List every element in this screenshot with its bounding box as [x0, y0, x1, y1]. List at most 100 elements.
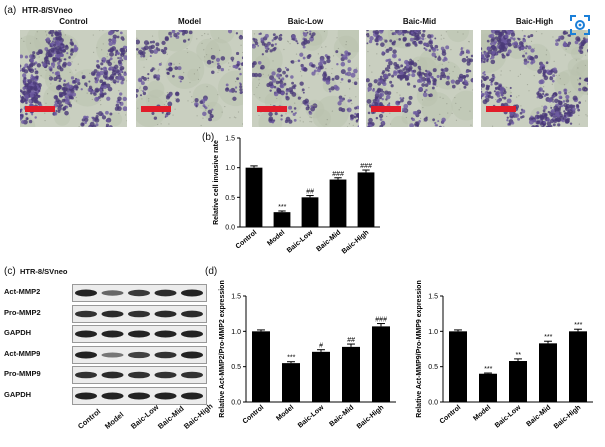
blot-band: [128, 371, 150, 379]
bar: [479, 373, 497, 402]
blot-band: [75, 330, 97, 338]
bar: [301, 197, 319, 227]
blot-band: [128, 310, 150, 318]
bar: [342, 346, 360, 402]
micrograph-baic-low: [252, 30, 359, 127]
micrograph-model-image: [136, 30, 243, 127]
y-tick-label: 1.5: [231, 294, 241, 301]
x-tick-label: Control: [242, 404, 266, 425]
x-tick-label: Baic-High: [553, 404, 583, 430]
micrograph-baic-mid: [366, 30, 473, 127]
micrograph-control-image: [20, 30, 127, 127]
y-tick-label: 0.0: [225, 225, 235, 232]
bar: [539, 343, 557, 402]
x-tick-label: Model: [275, 404, 295, 422]
micrograph-control: [20, 30, 127, 127]
blot-band: [75, 310, 97, 318]
blot-lane-label: Baic-Mid: [155, 403, 186, 431]
micro-title-model: Model: [177, 17, 202, 26]
blot-band: [154, 392, 177, 400]
blot-lane-label: Control: [76, 406, 103, 431]
panel-c-cell-line: HTR-8/SVneo: [20, 267, 68, 276]
blot-band: [154, 351, 177, 359]
micro-title-baic-high: Baic-High: [515, 17, 554, 26]
chart-d-mmp9-ratio: 0.0 0.5 1.0 1.5 Relative Act-MMP9/Pro-MMP9 e…: [416, 280, 593, 431]
x-tick-label: Model: [472, 404, 492, 422]
bar: [329, 179, 347, 227]
significance-mark: ***: [287, 355, 295, 362]
x-tick-label: Baic-Low: [494, 404, 523, 430]
blot-band: [154, 330, 177, 338]
x-tick-label: Baic-High: [341, 229, 371, 255]
y-tick-label: 0.5: [231, 364, 241, 371]
significance-mark: ***: [574, 322, 582, 329]
blot-band: [154, 371, 177, 379]
bar: [372, 326, 390, 402]
blot-band: [128, 351, 150, 359]
panel-a-letter: (a): [4, 5, 17, 16]
y-tick-label: 1.5: [428, 294, 438, 301]
y-tick-label: 0.5: [225, 195, 235, 202]
blot-band: [128, 392, 150, 400]
blot-band: [75, 351, 97, 359]
x-tick-label: Control: [235, 229, 259, 250]
significance-mark: ###: [360, 163, 372, 170]
x-tick-label: Model: [266, 229, 286, 247]
blot-band: [75, 392, 97, 400]
y-axis-label: Relative cell invasive rate: [213, 140, 220, 225]
chart-b-invasive-rate: 0.0 0.5 1.0 1.5 Relative cell invasive rate C…: [213, 136, 380, 256]
y-tick-label: 1.5: [225, 136, 235, 143]
blot-strip: [72, 366, 207, 384]
y-tick-label: 0.5: [428, 364, 438, 371]
bar: [509, 361, 527, 402]
y-tick-label: 0.0: [428, 400, 438, 407]
bar: [449, 331, 467, 402]
blot-band: [181, 289, 203, 297]
scale-bar: [371, 106, 401, 112]
blot-band: [101, 352, 124, 358]
x-tick-label: Baic-Mid: [328, 404, 355, 428]
significance-mark: ##: [306, 189, 314, 196]
bar: [252, 331, 270, 402]
blot-label: Act-MMP9: [4, 349, 41, 358]
chart-d-mmp2-ratio: 0.0 0.5 1.0 1.5 Relative Act-MMP2/Pro-MMP2 e…: [219, 280, 396, 431]
bar: [245, 167, 263, 227]
scale-bar: [486, 106, 516, 112]
scale-bar: [257, 106, 287, 112]
blot-strip: [72, 284, 207, 302]
blot-band: [181, 371, 203, 379]
blot-band: [181, 310, 203, 318]
significance-mark: #: [319, 343, 323, 350]
scale-bar: [141, 106, 171, 112]
significance-mark: ###: [332, 171, 344, 178]
bar: [312, 351, 330, 402]
blot-label: GAPDH: [4, 328, 32, 337]
blot-band: [154, 310, 177, 318]
panel-c-letter: (c): [4, 266, 16, 277]
y-tick-label: 1.0: [225, 165, 235, 172]
significance-mark: **: [515, 352, 521, 359]
x-tick-label: Baic-Mid: [315, 229, 342, 253]
x-tick-label: Control: [439, 404, 463, 425]
blot-strip: [72, 387, 207, 405]
bar: [569, 331, 587, 402]
micrograph-baic-high-image: [481, 30, 588, 127]
y-axis-label: Relative Act-MMP2/Pro-MMP2 expression: [219, 280, 226, 417]
micrograph-baic-low-image: [252, 30, 359, 127]
scale-bar: [25, 106, 55, 112]
blot-band: [181, 330, 203, 338]
blot-band: [154, 289, 177, 297]
significance-mark: ***: [278, 204, 286, 211]
significance-mark: ***: [544, 334, 552, 341]
scan-lens-icon[interactable]: [569, 14, 591, 36]
bar: [282, 363, 300, 402]
blot-lane-label: Baic-Low: [129, 402, 161, 431]
blot-band: [101, 310, 124, 318]
blot-band: [101, 330, 124, 338]
micrograph-baic-mid-image: [366, 30, 473, 127]
micro-title-baic-low: Baic-Low: [287, 17, 324, 26]
blot-band: [101, 371, 124, 379]
blot-strip: [72, 325, 207, 343]
micro-title-baic-mid: Baic-Mid: [402, 17, 437, 26]
x-tick-label: Baic-Low: [297, 404, 326, 430]
